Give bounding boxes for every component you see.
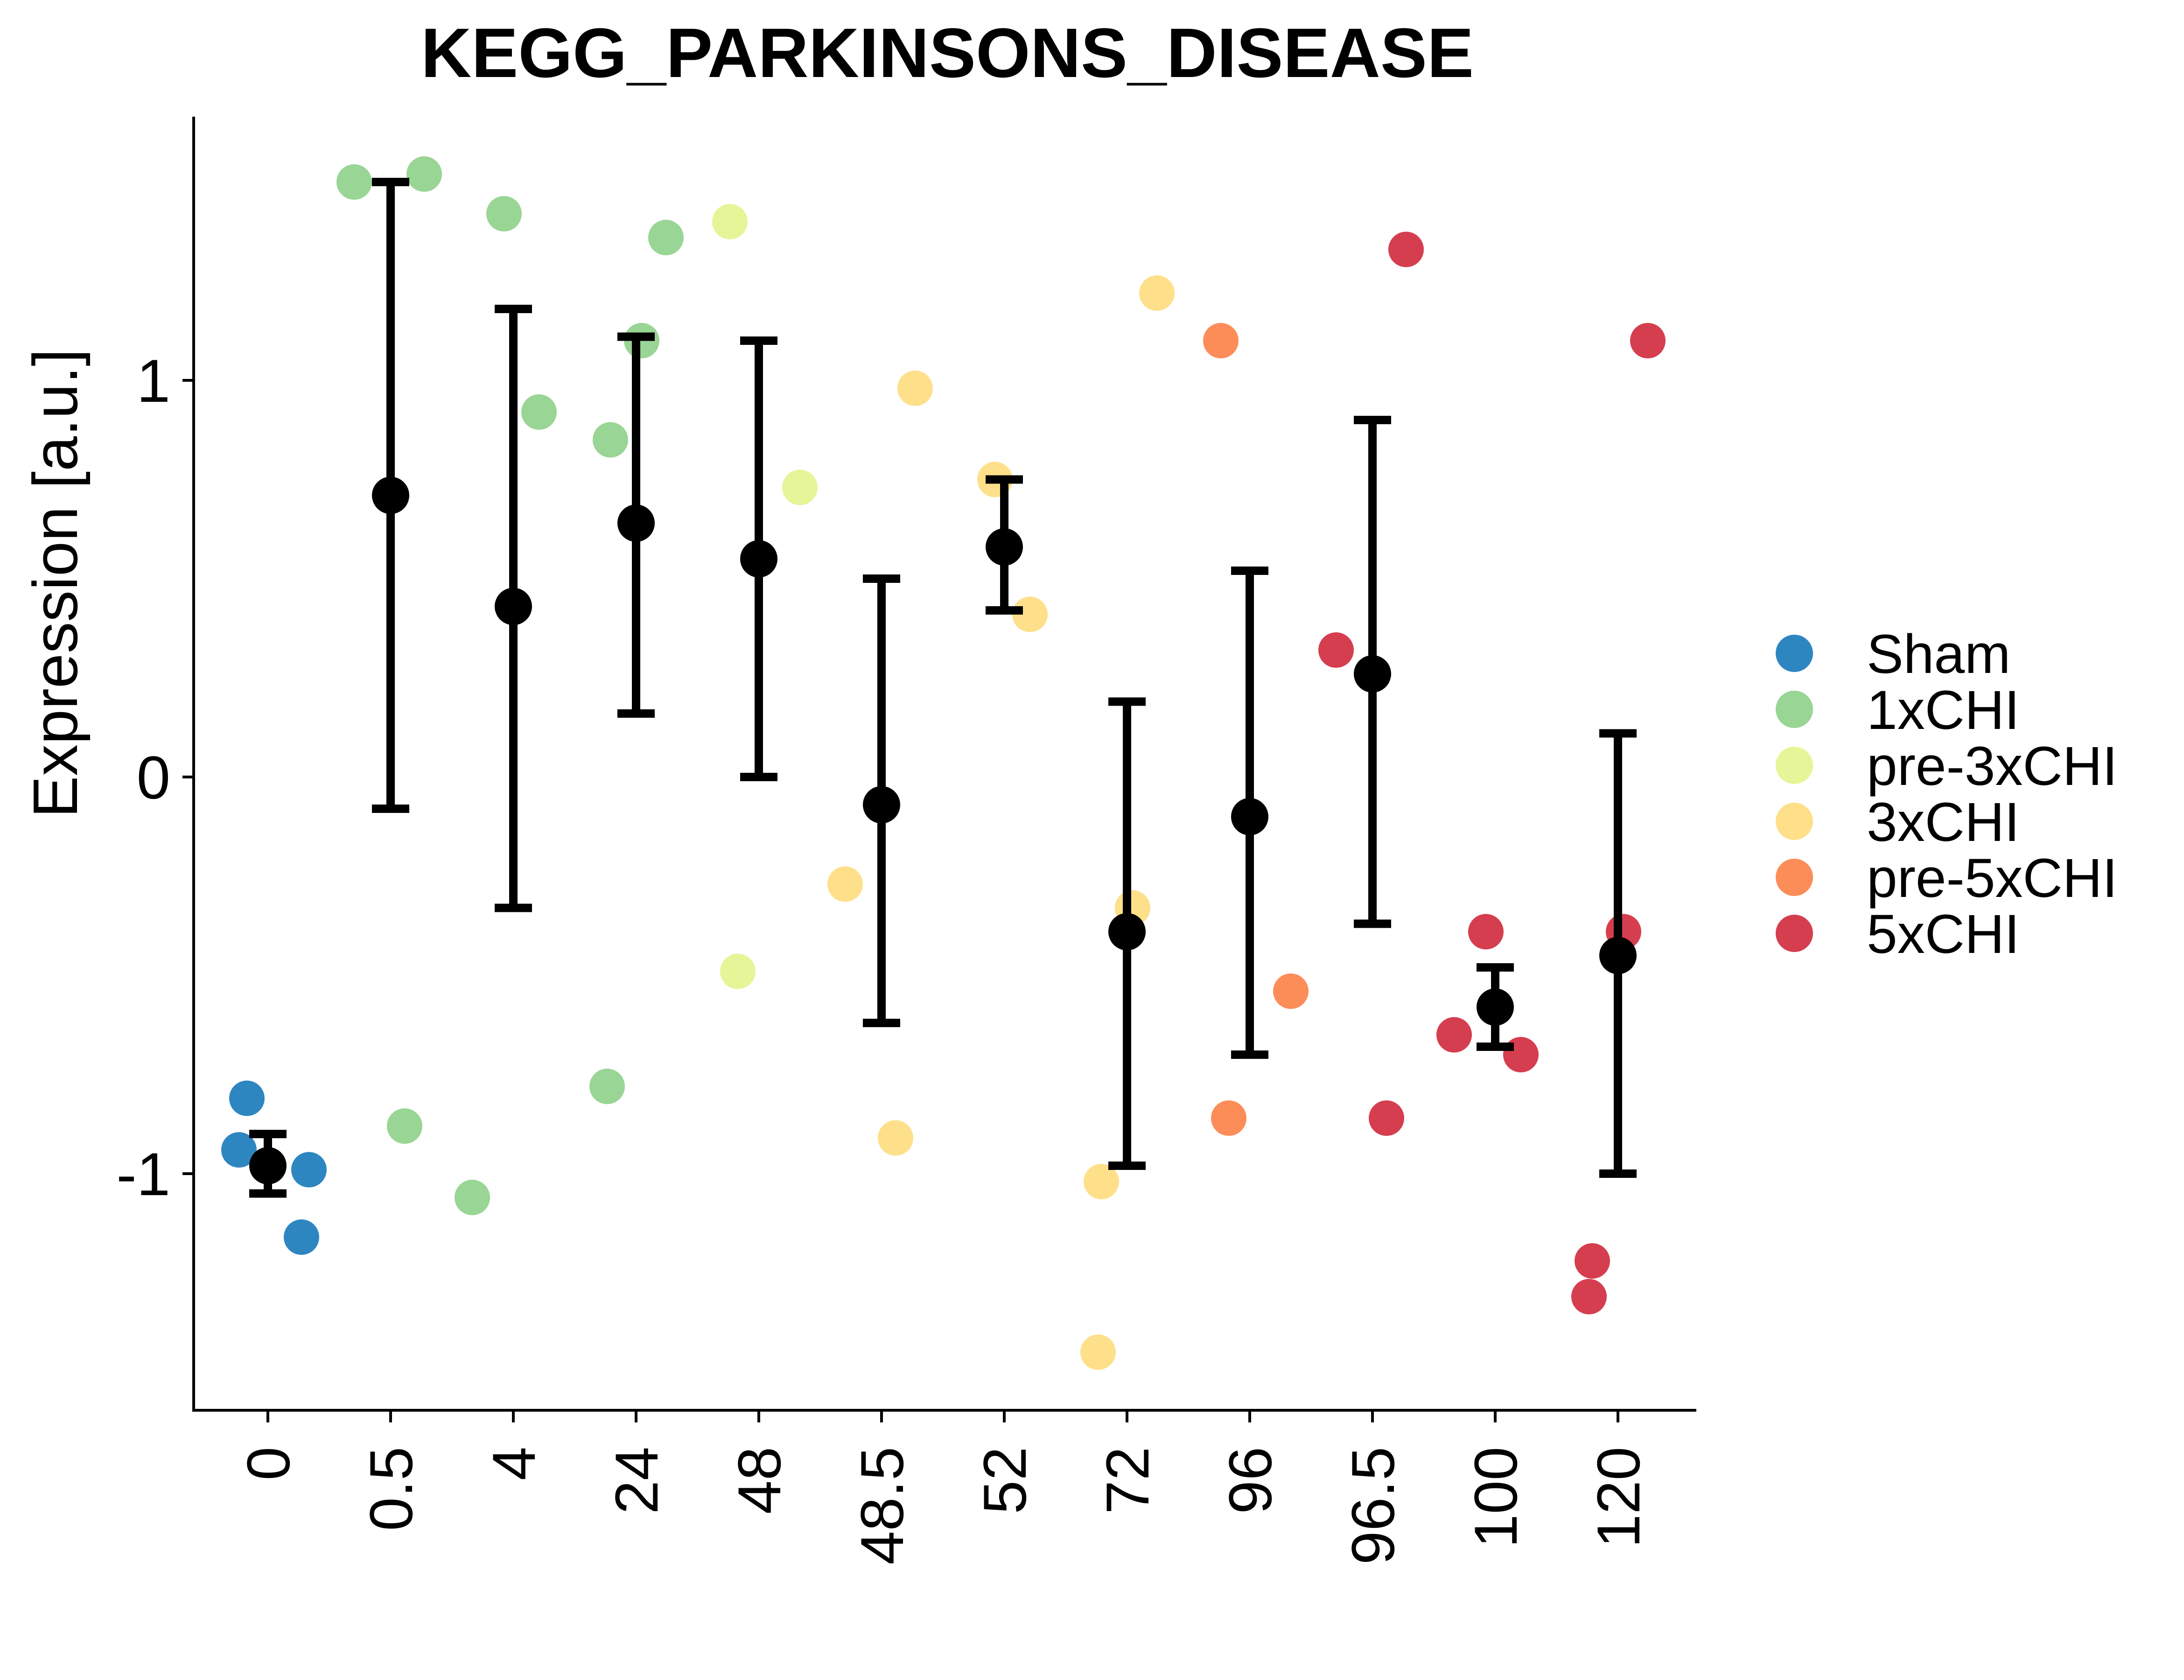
legend-label: 5xCHI — [1867, 903, 2020, 965]
mean-point — [1477, 988, 1514, 1026]
data-point — [1503, 1037, 1539, 1072]
data-point — [521, 394, 557, 430]
mean-point — [1354, 655, 1391, 693]
data-point — [1211, 1100, 1246, 1136]
y-tick-label: 0 — [137, 743, 170, 812]
legend-label: 1xCHI — [1867, 679, 2020, 741]
data-point — [1468, 914, 1504, 950]
data-point — [336, 164, 372, 200]
data-point — [1630, 323, 1666, 358]
data-point — [720, 953, 756, 989]
mean-point — [1108, 913, 1146, 951]
data-point — [878, 1120, 913, 1156]
data-point — [1084, 1164, 1119, 1199]
data-point — [1575, 1243, 1610, 1279]
x-tick-label: 0.5 — [357, 1447, 425, 1531]
legend-swatch — [1776, 635, 1813, 672]
data-point — [1318, 632, 1354, 668]
data-point — [1388, 231, 1424, 267]
mean-point — [617, 504, 655, 542]
legend-label: Sham — [1867, 623, 2010, 685]
data-point — [1203, 323, 1239, 358]
x-tick-label: 100 — [1462, 1447, 1530, 1548]
legend-swatch — [1776, 691, 1813, 728]
x-tick-label: 4 — [480, 1447, 548, 1480]
data-point — [387, 1108, 422, 1144]
data-point — [1273, 973, 1309, 1009]
chart-title: KEGG_PARKINSONS_DISEASE — [421, 14, 1474, 92]
data-point — [486, 196, 522, 231]
x-tick-label: 52 — [971, 1447, 1039, 1514]
data-point — [229, 1080, 265, 1116]
legend-label: 3xCHI — [1867, 791, 2020, 853]
x-tick-label: 96 — [1216, 1447, 1284, 1514]
x-tick-label: 0 — [234, 1447, 302, 1480]
data-point — [1080, 1334, 1116, 1370]
data-point — [712, 204, 748, 239]
mean-point — [863, 786, 900, 824]
mean-point — [740, 540, 777, 578]
legend-swatch — [1776, 859, 1813, 896]
x-tick-label: 24 — [602, 1447, 671, 1514]
data-point — [897, 371, 933, 406]
x-tick-label: 96.5 — [1339, 1447, 1407, 1565]
mean-point — [249, 1147, 287, 1184]
data-point — [1012, 596, 1048, 632]
data-point — [1139, 275, 1175, 311]
mean-point — [1231, 798, 1268, 835]
data-point — [1436, 1017, 1472, 1053]
mean-error-bars — [249, 178, 1637, 1198]
data-point — [284, 1219, 319, 1255]
y-tick-label: -1 — [116, 1140, 170, 1208]
legend-swatch — [1776, 803, 1813, 840]
legend-label: pre-5xCHI — [1867, 847, 2118, 909]
data-points — [221, 156, 1666, 1370]
mean-point — [372, 476, 409, 514]
x-tick-label: 48.5 — [848, 1447, 916, 1565]
data-point — [455, 1180, 490, 1215]
data-point — [1369, 1100, 1404, 1136]
data-point — [648, 220, 684, 255]
y-ticks: -1 0 1 — [116, 347, 194, 1208]
data-point — [291, 1152, 327, 1188]
mean-point — [986, 528, 1023, 566]
y-tick-label: 1 — [137, 347, 170, 415]
y-axis-label: Expression [a.u.] — [20, 349, 91, 818]
data-point — [782, 469, 818, 505]
legend-label: pre-3xCHI — [1867, 735, 2118, 797]
data-point — [221, 1132, 257, 1168]
legend-swatch — [1776, 915, 1813, 952]
data-point — [589, 1069, 625, 1104]
mean-point — [1599, 937, 1637, 974]
x-ticks: 0 0.5 4 24 48 48.5 52 72 96 96.5 100 120 — [234, 1410, 1652, 1565]
data-point — [827, 866, 863, 902]
x-tick-label: 48 — [725, 1447, 793, 1514]
legend-swatch — [1776, 747, 1813, 784]
x-tick-label: 72 — [1093, 1447, 1162, 1514]
data-point — [593, 422, 628, 458]
mean-point — [495, 588, 532, 625]
data-point — [1571, 1279, 1607, 1315]
x-tick-label: 120 — [1584, 1447, 1652, 1548]
data-point — [406, 156, 442, 192]
